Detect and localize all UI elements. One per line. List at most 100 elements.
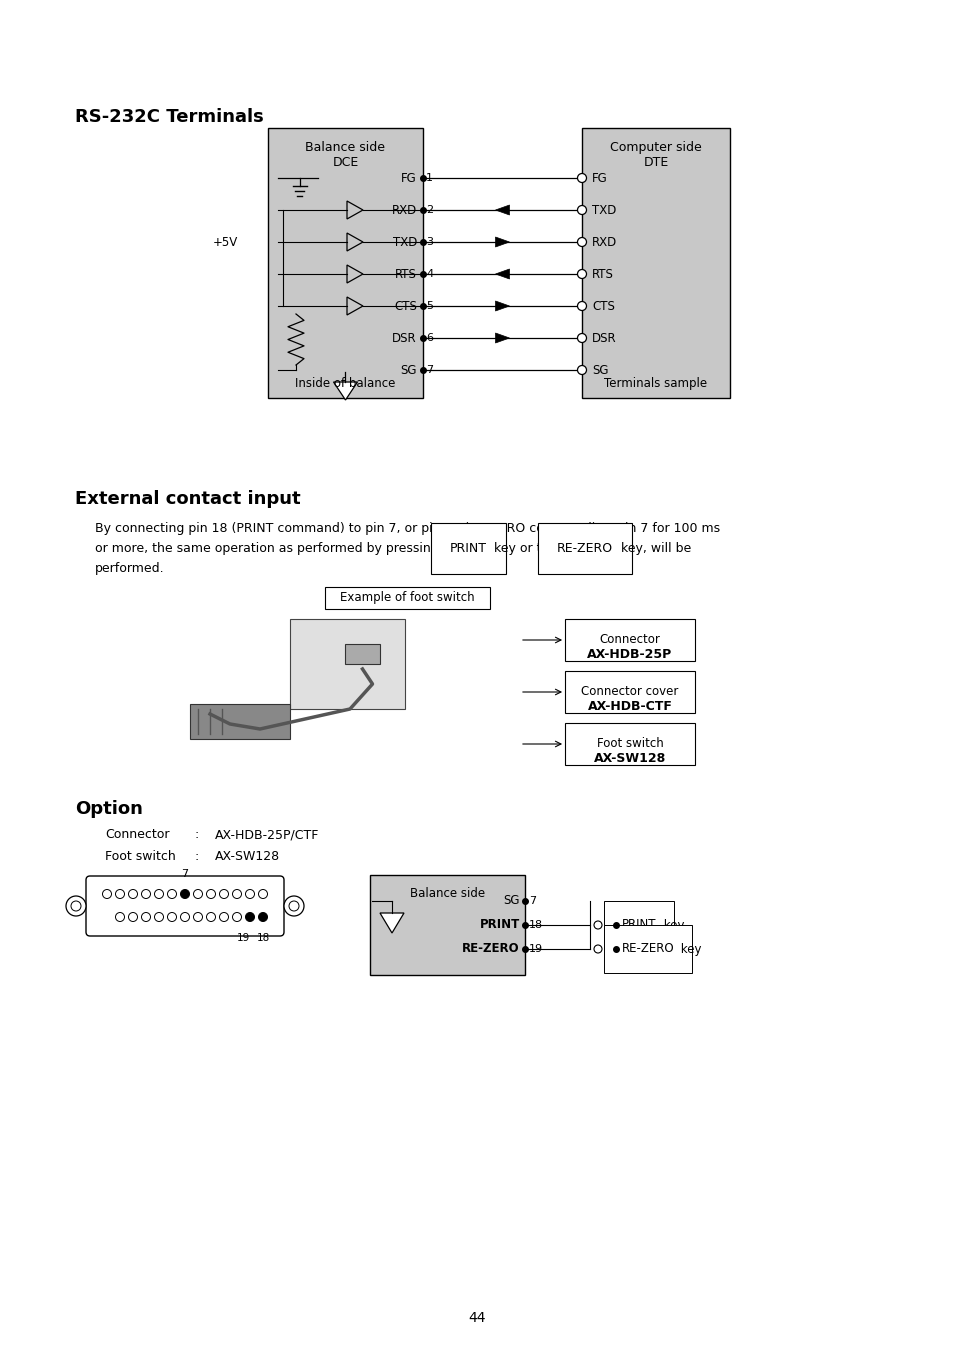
Polygon shape bbox=[495, 333, 509, 343]
Text: 2: 2 bbox=[426, 205, 433, 215]
Text: or more, the same operation as performed by pressing the: or more, the same operation as performed… bbox=[95, 541, 467, 555]
Text: Terminals sample: Terminals sample bbox=[604, 377, 707, 390]
Text: 19: 19 bbox=[529, 944, 542, 954]
FancyBboxPatch shape bbox=[564, 671, 695, 713]
Text: RE-ZERO: RE-ZERO bbox=[462, 942, 519, 956]
Text: TXD: TXD bbox=[393, 235, 416, 248]
Circle shape bbox=[245, 913, 254, 922]
Text: :: : bbox=[194, 828, 199, 841]
Text: key: key bbox=[677, 942, 700, 956]
Text: DSR: DSR bbox=[392, 332, 416, 344]
Circle shape bbox=[577, 366, 586, 374]
Text: performed.: performed. bbox=[95, 562, 165, 575]
Text: Foot switch: Foot switch bbox=[596, 737, 662, 751]
Text: RS-232C Terminals: RS-232C Terminals bbox=[75, 108, 263, 126]
Text: 7: 7 bbox=[529, 896, 536, 906]
Text: 6: 6 bbox=[426, 333, 433, 343]
Text: 18: 18 bbox=[529, 919, 542, 930]
Text: Balance side: Balance side bbox=[305, 140, 385, 154]
Text: 5: 5 bbox=[426, 301, 433, 310]
Text: Connector: Connector bbox=[598, 633, 659, 647]
Circle shape bbox=[594, 945, 601, 953]
Text: PRINT: PRINT bbox=[450, 541, 486, 555]
Polygon shape bbox=[495, 205, 509, 215]
Text: DSR: DSR bbox=[592, 332, 616, 344]
FancyBboxPatch shape bbox=[86, 876, 284, 936]
Text: RXD: RXD bbox=[592, 235, 617, 248]
Text: FG: FG bbox=[592, 171, 607, 185]
Text: DCE: DCE bbox=[332, 157, 358, 169]
Polygon shape bbox=[495, 269, 509, 279]
Text: CTS: CTS bbox=[394, 300, 416, 312]
Text: Foot switch: Foot switch bbox=[105, 850, 175, 863]
FancyBboxPatch shape bbox=[290, 620, 405, 709]
Text: Connector: Connector bbox=[105, 828, 170, 841]
Text: AX-HDB-25P: AX-HDB-25P bbox=[587, 648, 672, 662]
Text: DTE: DTE bbox=[642, 157, 668, 169]
FancyBboxPatch shape bbox=[564, 724, 695, 765]
Text: Connector cover: Connector cover bbox=[580, 684, 678, 698]
FancyBboxPatch shape bbox=[564, 620, 695, 661]
Circle shape bbox=[577, 238, 586, 247]
Text: AX-HDB-CTF: AX-HDB-CTF bbox=[587, 701, 672, 713]
Circle shape bbox=[258, 913, 267, 922]
Text: RE-ZERO: RE-ZERO bbox=[557, 541, 613, 555]
Text: SG: SG bbox=[503, 895, 519, 907]
Text: 3: 3 bbox=[426, 238, 433, 247]
Text: AX-HDB-25P/CTF: AX-HDB-25P/CTF bbox=[214, 828, 319, 841]
Circle shape bbox=[577, 270, 586, 278]
Text: External contact input: External contact input bbox=[75, 490, 300, 508]
FancyBboxPatch shape bbox=[325, 587, 490, 609]
Text: RXD: RXD bbox=[392, 204, 416, 216]
Text: 44: 44 bbox=[468, 1311, 485, 1324]
Text: Computer side: Computer side bbox=[610, 140, 701, 154]
Circle shape bbox=[577, 301, 586, 310]
Circle shape bbox=[180, 890, 190, 899]
Text: 19: 19 bbox=[236, 933, 250, 944]
Circle shape bbox=[577, 205, 586, 215]
Text: PRINT: PRINT bbox=[479, 918, 519, 932]
Text: SG: SG bbox=[400, 363, 416, 377]
Circle shape bbox=[605, 945, 614, 953]
Text: 1: 1 bbox=[426, 173, 433, 184]
Text: By connecting pin 18 (PRINT command) to pin 7, or pin 19 (RE-ZERO command) to pi: By connecting pin 18 (PRINT command) to … bbox=[95, 522, 720, 535]
Text: AX-SW128: AX-SW128 bbox=[214, 850, 280, 863]
Text: CTS: CTS bbox=[592, 300, 615, 312]
Text: 18: 18 bbox=[256, 933, 270, 944]
Text: key: key bbox=[659, 918, 684, 932]
Circle shape bbox=[577, 174, 586, 182]
Circle shape bbox=[577, 333, 586, 343]
FancyBboxPatch shape bbox=[581, 128, 729, 398]
Text: SG: SG bbox=[592, 363, 608, 377]
FancyBboxPatch shape bbox=[370, 875, 524, 975]
Polygon shape bbox=[334, 382, 357, 400]
Text: key, will be: key, will be bbox=[617, 541, 691, 555]
FancyBboxPatch shape bbox=[190, 703, 290, 738]
Text: RTS: RTS bbox=[592, 267, 613, 281]
Text: Balance side: Balance side bbox=[410, 887, 484, 900]
Text: AX-SW128: AX-SW128 bbox=[594, 752, 665, 765]
Text: Option: Option bbox=[75, 801, 143, 818]
Text: +5V: +5V bbox=[213, 235, 238, 248]
Circle shape bbox=[66, 896, 86, 917]
Text: 7: 7 bbox=[181, 869, 189, 879]
FancyBboxPatch shape bbox=[345, 644, 379, 664]
Circle shape bbox=[284, 896, 304, 917]
Text: TXD: TXD bbox=[592, 204, 616, 216]
Text: RE-ZERO: RE-ZERO bbox=[621, 942, 674, 956]
Polygon shape bbox=[379, 913, 403, 933]
Text: PRINT: PRINT bbox=[621, 918, 656, 932]
Text: 4: 4 bbox=[426, 269, 433, 279]
Text: Example of foot switch: Example of foot switch bbox=[340, 591, 475, 605]
Text: key or the: key or the bbox=[490, 541, 560, 555]
Text: RTS: RTS bbox=[395, 267, 416, 281]
Text: 7: 7 bbox=[426, 364, 433, 375]
Circle shape bbox=[605, 921, 614, 929]
Text: Inside of balance: Inside of balance bbox=[295, 377, 395, 390]
Text: FG: FG bbox=[401, 171, 416, 185]
Polygon shape bbox=[495, 238, 509, 247]
Circle shape bbox=[594, 921, 601, 929]
FancyBboxPatch shape bbox=[268, 128, 422, 398]
Text: :: : bbox=[194, 850, 199, 863]
Polygon shape bbox=[495, 301, 509, 310]
